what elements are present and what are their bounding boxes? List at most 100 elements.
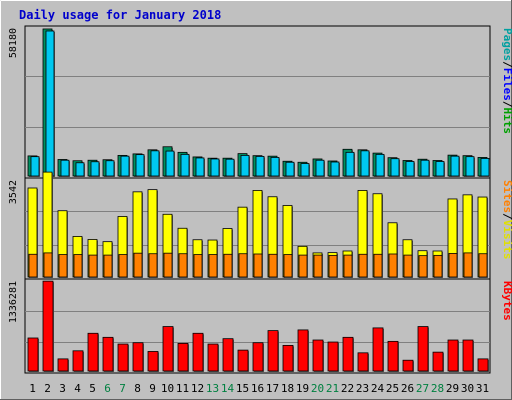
bar-files-day-27 (420, 159, 430, 177)
bar-sites-day-26 (403, 254, 413, 278)
bar-files-day-14 (225, 158, 235, 177)
x-tick-label-14: 14 (221, 382, 235, 395)
bar-files-day-15 (240, 154, 250, 177)
x-tick-label-29: 29 (446, 382, 459, 395)
x-tick-label-20: 20 (311, 382, 324, 395)
bar-sites-day-9 (148, 253, 158, 278)
panel-kbytes-max-label: 1336281 (8, 281, 19, 323)
bar-kbytes-day-2 (42, 280, 54, 372)
x-tick-label-18: 18 (281, 382, 294, 395)
bar-files-day-17 (270, 157, 280, 177)
panel-hits-legend-4: Hits (501, 108, 512, 135)
panel-visits-legend-1: / (501, 213, 512, 220)
panel-hits-legend-1: / (501, 61, 512, 68)
bar-files-day-19 (300, 163, 310, 177)
bar-sites-day-17 (268, 253, 278, 278)
bar-sites-day-12 (193, 254, 203, 278)
bar-kbytes-day-10 (162, 326, 174, 372)
bar-sites-day-22 (343, 254, 353, 278)
bar-kbytes-day-30 (462, 339, 474, 372)
bar-files-day-1 (30, 156, 40, 177)
x-tick-label-15: 15 (236, 382, 249, 395)
bar-files-day-6 (105, 160, 115, 177)
x-tick-label-22: 22 (341, 382, 354, 395)
bar-kbytes-day-14 (222, 338, 234, 372)
x-tick-label-2: 2 (44, 382, 51, 395)
bar-sites-day-18 (283, 254, 293, 278)
bar-kbytes-day-22 (342, 336, 354, 372)
panel-hits-legend-3: / (501, 101, 512, 108)
bar-sites-day-13 (208, 254, 218, 278)
panel-kbytes-legend-0: KBytes (501, 281, 512, 321)
x-tick-label-6: 6 (104, 382, 111, 395)
bar-kbytes-day-23 (357, 352, 369, 372)
x-tick-label-31: 31 (476, 382, 489, 395)
panel-hits-legend-0: Pages (501, 28, 512, 61)
bar-sites-day-1 (28, 253, 38, 278)
panel-visits-legend-0: Sites (501, 180, 512, 213)
bar-kbytes-day-6 (102, 336, 114, 372)
bar-sites-day-5 (88, 254, 98, 278)
bar-kbytes-day-11 (177, 342, 189, 372)
bar-kbytes-day-4 (72, 350, 84, 372)
bar-sites-day-14 (223, 253, 233, 278)
bar-files-day-16 (255, 156, 265, 177)
panel-visits-max-label: 3542 (8, 180, 19, 204)
bar-files-day-26 (405, 161, 415, 177)
x-tick-label-19: 19 (296, 382, 309, 395)
bar-kbytes-day-3 (57, 358, 69, 372)
bar-kbytes-day-7 (117, 343, 129, 372)
panel-hits-max-label: 58180 (8, 28, 19, 58)
panel-kbytes: 1336281 KBytes (8, 278, 512, 374)
bar-kbytes-day-28 (432, 351, 444, 372)
x-tick-label-17: 17 (266, 382, 279, 395)
panel-kbytes-legend: KBytes (501, 281, 512, 321)
chart-panels: 58180Pages/Files/Hits3542Sites/Visits133… (8, 25, 512, 374)
bar-kbytes-day-21 (327, 341, 339, 372)
bar-sites-day-25 (388, 253, 398, 278)
bar-kbytes-day-27 (417, 326, 429, 372)
bar-kbytes-day-5 (87, 332, 99, 372)
x-tick-label-30: 30 (461, 382, 474, 395)
bar-kbytes-day-8 (132, 342, 144, 372)
x-tick-label-21: 21 (326, 382, 339, 395)
bar-sites-day-29 (448, 253, 458, 278)
x-tick-label-1: 1 (29, 382, 36, 395)
x-tick-label-26: 26 (401, 382, 414, 395)
bar-kbytes-day-24 (372, 327, 384, 372)
panel-visits-legend: Sites/Visits (501, 180, 512, 260)
bar-kbytes-day-15 (237, 349, 249, 372)
x-tick-label-4: 4 (74, 382, 81, 395)
x-axis-labels: 1 2 3 4 5 6 7 8 9 10 11 12 13 14 15 16 17 18 19 20 21 22 23 24 2… (29, 382, 489, 395)
x-tick-label-8: 8 (134, 382, 141, 395)
bar-sites-day-3 (58, 254, 68, 278)
bar-kbytes-day-9 (147, 351, 159, 372)
bar-sites-day-31 (478, 253, 488, 278)
x-tick-label-7: 7 (119, 382, 126, 395)
bar-files-day-12 (195, 157, 205, 177)
bar-sites-day-21 (328, 254, 338, 278)
x-tick-label-12: 12 (191, 382, 204, 395)
bar-files-day-11 (180, 153, 190, 177)
bar-kbytes-day-13 (207, 343, 219, 372)
panel-hits-legend-2: Files (501, 68, 512, 101)
bar-kbytes-day-12 (192, 332, 204, 372)
bar-sites-day-30 (463, 252, 473, 278)
bar-files-day-28 (435, 161, 445, 177)
bar-sites-day-4 (73, 254, 83, 278)
bar-kbytes-day-25 (387, 340, 399, 372)
bar-sites-day-16 (253, 253, 263, 278)
bar-files-day-31 (480, 158, 490, 177)
bar-sites-day-8 (133, 252, 143, 278)
panel-visits: 3542 Sites/Visits (8, 171, 512, 280)
x-tick-label-9: 9 (149, 382, 156, 395)
bar-files-day-4 (75, 162, 85, 177)
x-tick-label-5: 5 (89, 382, 96, 395)
chart-title: Daily usage for January 2018 (19, 8, 221, 22)
panel-hits-bars (27, 28, 490, 177)
bar-kbytes-day-16 (252, 342, 264, 372)
x-tick-label-23: 23 (356, 382, 369, 395)
bar-kbytes-day-19 (297, 329, 309, 372)
